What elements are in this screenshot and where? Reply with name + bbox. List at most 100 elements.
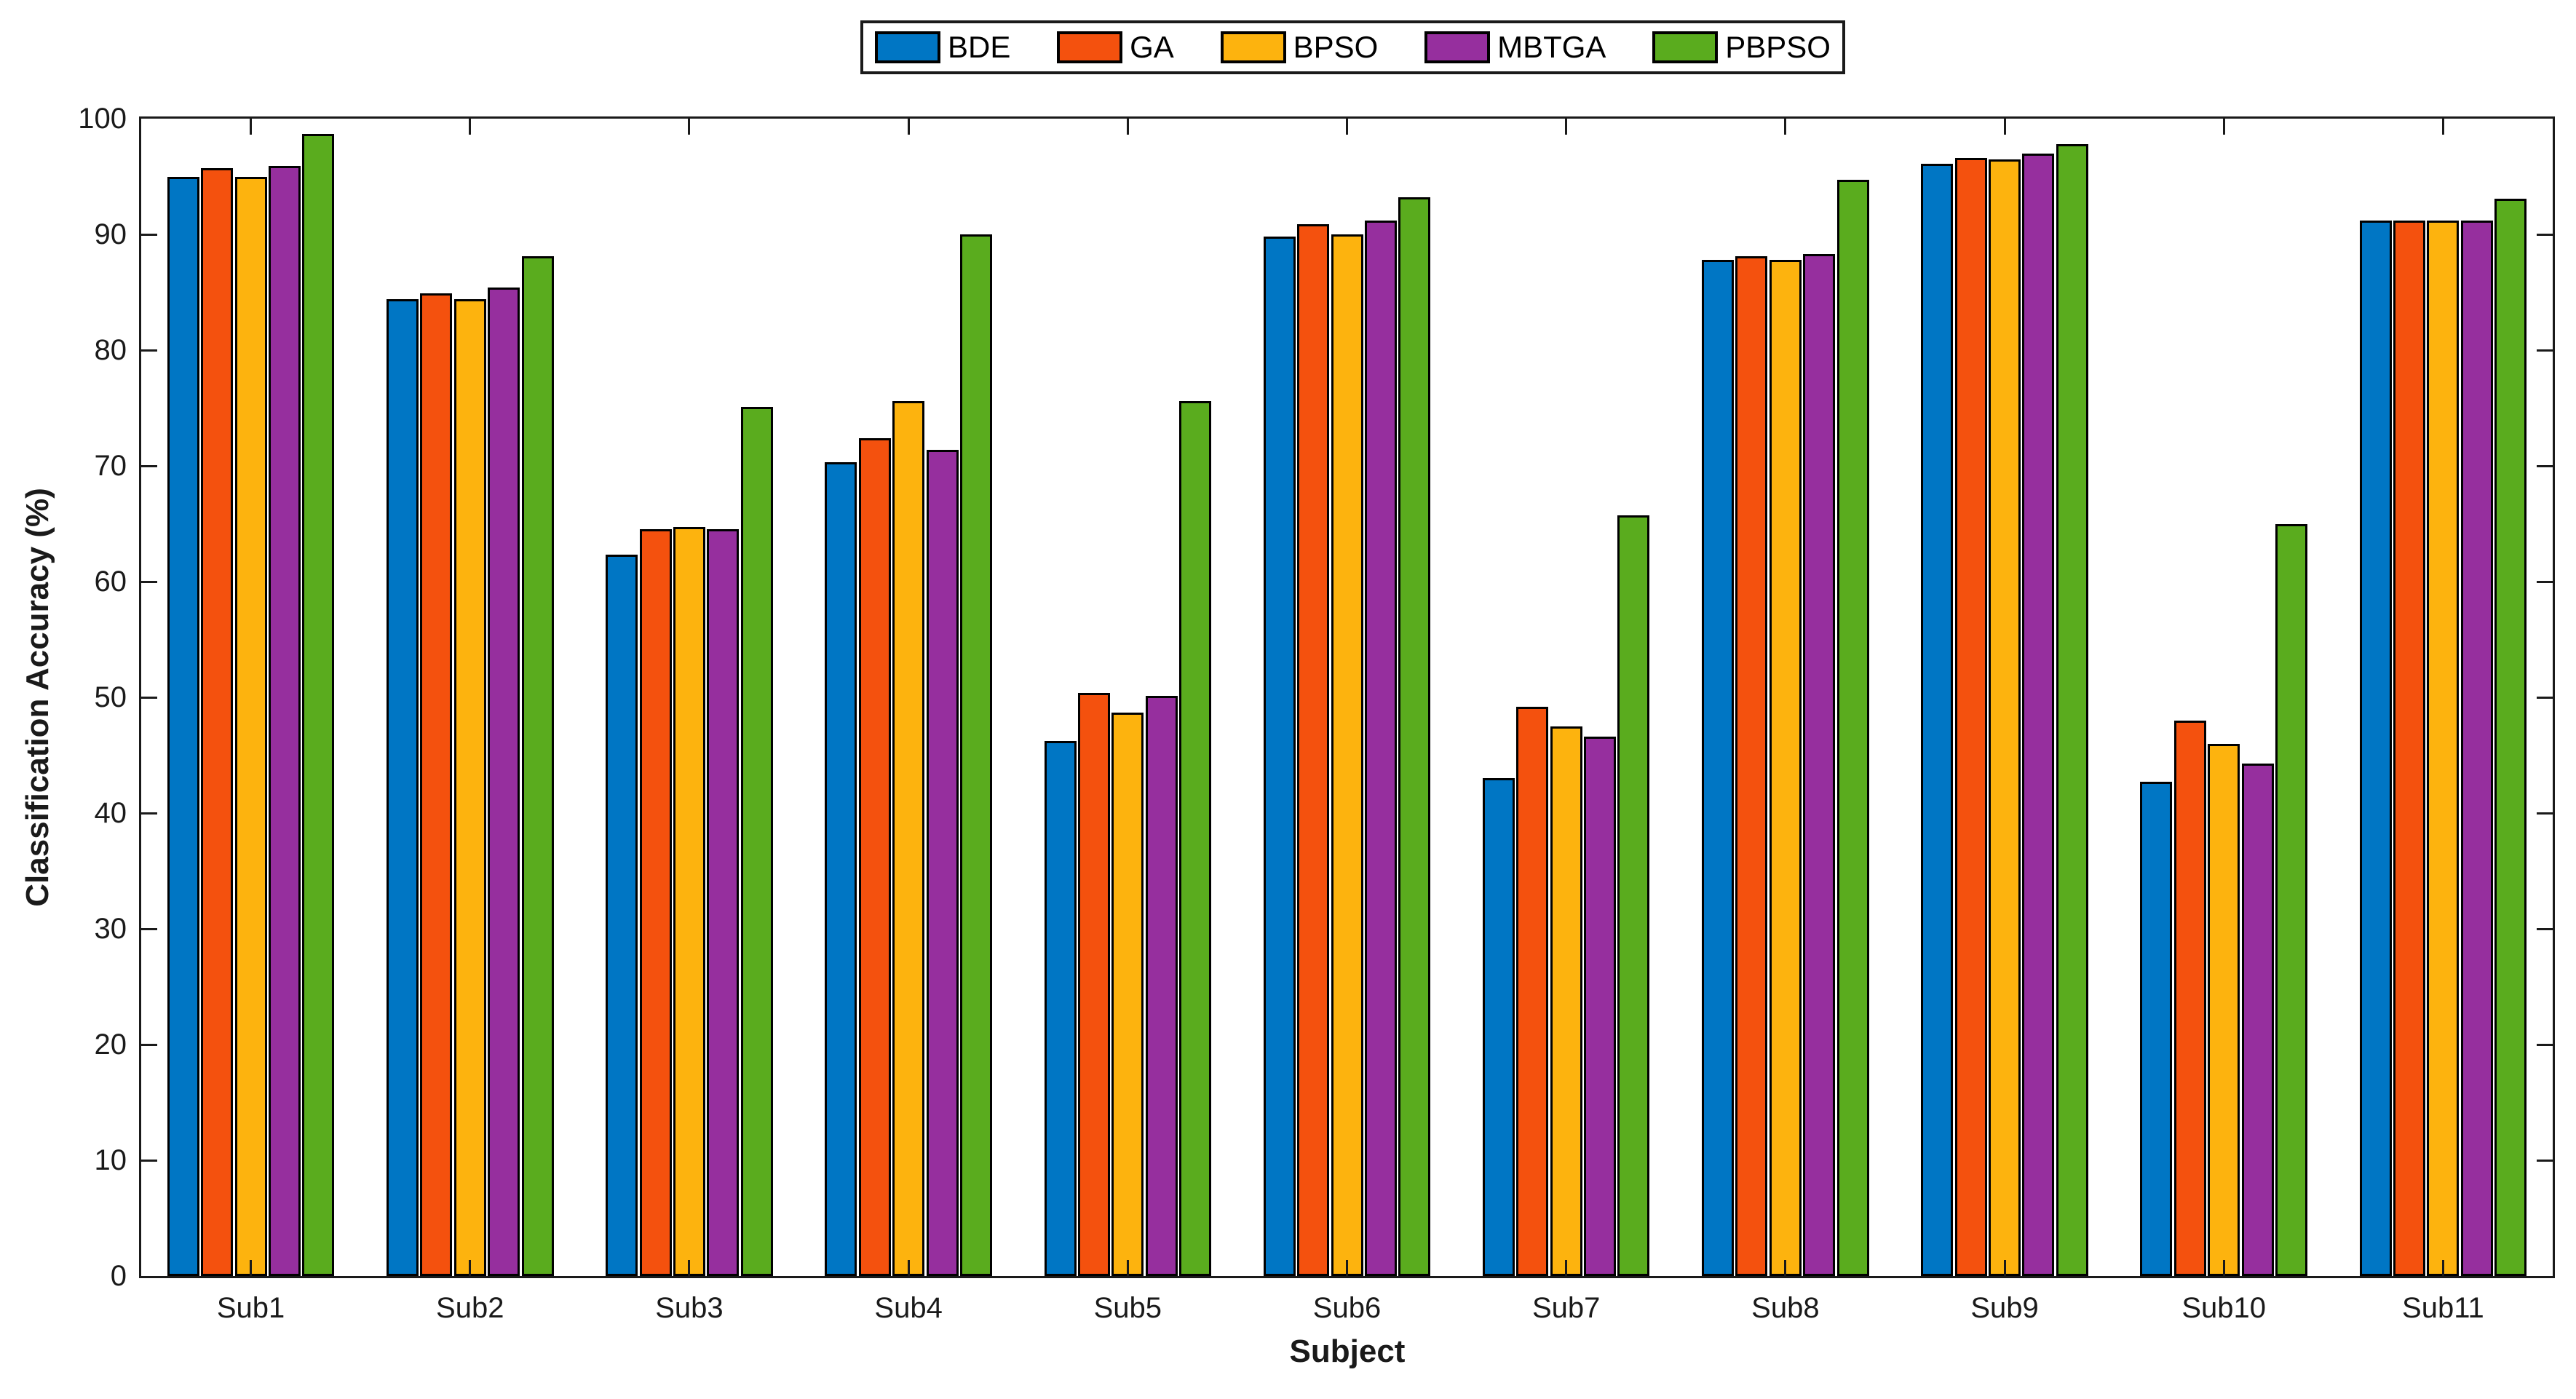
bar-GA-Sub10 <box>2173 720 2206 1276</box>
x-tick-label: Sub8 <box>1751 1292 1820 1324</box>
y-tick-mark <box>141 1159 157 1162</box>
x-tick-mark <box>2222 119 2225 135</box>
x-tick-mark <box>1784 1260 1787 1276</box>
legend-label: MBTGA <box>1497 30 1606 64</box>
legend-swatch-icon <box>1424 31 1491 63</box>
y-tick-mark <box>2537 1043 2553 1046</box>
x-tick-label: Sub10 <box>2181 1292 2267 1324</box>
y-tick-mark <box>141 812 157 815</box>
bar-PBPSO-Sub9 <box>2056 143 2088 1276</box>
bar-GA-Sub6 <box>1297 223 1330 1276</box>
bar-GA-Sub5 <box>1077 692 1110 1276</box>
legend-item-BPSO: BPSO <box>1220 30 1379 64</box>
legend: BDE GA BPSO MBTGA PBPSO <box>860 20 1845 74</box>
x-tick-mark <box>1565 119 1568 135</box>
bar-PBPSO-Sub11 <box>2494 198 2527 1276</box>
bar-BDE-Sub10 <box>2140 782 2173 1276</box>
x-tick-mark <box>688 119 691 135</box>
bar-PBPSO-Sub3 <box>740 406 773 1276</box>
x-tick-mark <box>1565 1260 1568 1276</box>
x-tick-mark <box>250 1260 253 1276</box>
x-tick-label: Sub2 <box>436 1292 504 1324</box>
bar-PBPSO-Sub2 <box>521 256 554 1276</box>
bar-BPSO-Sub9 <box>1989 159 2021 1276</box>
y-tick-label: 90 <box>94 218 127 250</box>
bar-BDE-Sub4 <box>825 462 857 1276</box>
bar-GA-Sub8 <box>1735 256 1768 1276</box>
bar-GA-Sub11 <box>2393 220 2425 1276</box>
bar-GA-Sub3 <box>639 529 672 1276</box>
bar-BDE-Sub2 <box>386 299 419 1276</box>
y-tick-label: 20 <box>94 1029 127 1061</box>
bar-BDE-Sub8 <box>1702 259 1735 1276</box>
y-tick-mark <box>141 696 157 699</box>
x-tick-mark <box>2441 119 2444 135</box>
x-tick-label: Sub3 <box>655 1292 724 1324</box>
legend-label: GA <box>1130 30 1174 64</box>
y-tick-label: 10 <box>94 1144 127 1176</box>
bar-MBTGA-Sub5 <box>1145 696 1178 1276</box>
y-tick-mark <box>2537 464 2553 467</box>
y-tick-mark <box>141 1043 157 1046</box>
y-tick-mark <box>2537 696 2553 699</box>
y-tick-mark <box>2537 1159 2553 1162</box>
legend-swatch-icon <box>1652 31 1719 63</box>
bar-PBPSO-Sub8 <box>1836 180 1869 1276</box>
x-tick-mark <box>1126 1260 1129 1276</box>
x-tick-mark <box>1346 1260 1348 1276</box>
bar-BPSO-Sub1 <box>234 176 267 1276</box>
bar-BPSO-Sub8 <box>1769 259 1802 1276</box>
bar-BPSO-Sub2 <box>453 299 486 1276</box>
y-tick-label: 40 <box>94 797 127 829</box>
legend-swatch-icon <box>1057 31 1123 63</box>
x-tick-mark <box>907 1260 910 1276</box>
bar-BPSO-Sub6 <box>1331 234 1363 1276</box>
legend-swatch-icon <box>875 31 940 63</box>
x-tick-mark <box>2441 1260 2444 1276</box>
bar-PBPSO-Sub10 <box>2275 523 2308 1276</box>
legend-item-PBPSO: PBPSO <box>1652 31 1831 63</box>
x-tick-mark <box>1784 119 1787 135</box>
bar-BPSO-Sub4 <box>892 400 925 1276</box>
bar-BPSO-Sub7 <box>1550 726 1582 1276</box>
x-tick-mark <box>1126 119 1129 135</box>
bar-BDE-Sub5 <box>1044 741 1077 1276</box>
legend-item-BDE: BDE <box>875 31 1010 63</box>
bar-BPSO-Sub11 <box>2427 220 2460 1276</box>
bar-BPSO-Sub3 <box>673 527 705 1276</box>
bar-BDE-Sub11 <box>2359 220 2392 1276</box>
bar-BPSO-Sub5 <box>1111 712 1144 1276</box>
bar-MBTGA-Sub10 <box>2241 763 2274 1276</box>
legend-item-GA: GA <box>1057 31 1174 63</box>
bar-GA-Sub7 <box>1516 706 1549 1276</box>
legend-label: BPSO <box>1293 30 1379 64</box>
bar-MBTGA-Sub4 <box>926 449 959 1276</box>
y-tick-label: 60 <box>94 566 127 598</box>
bar-GA-Sub4 <box>858 437 891 1276</box>
bar-GA-Sub1 <box>201 168 234 1276</box>
bar-MBTGA-Sub11 <box>2460 220 2493 1276</box>
y-tick-mark <box>2537 927 2553 930</box>
x-tick-label: Sub5 <box>1093 1292 1162 1324</box>
x-tick-mark <box>250 119 253 135</box>
x-axis-title: Subject <box>1289 1333 1406 1369</box>
x-tick-label: Sub6 <box>1312 1292 1382 1324</box>
legend-label: BDE <box>948 30 1011 64</box>
y-tick-mark <box>141 580 157 583</box>
bar-BDE-Sub7 <box>1482 778 1515 1276</box>
bar-BDE-Sub3 <box>606 555 638 1276</box>
y-tick-mark <box>141 233 157 236</box>
legend-item-MBTGA: MBTGA <box>1424 31 1606 63</box>
bar-PBPSO-Sub5 <box>1179 400 1212 1276</box>
bar-PBPSO-Sub4 <box>959 234 992 1276</box>
x-tick-mark <box>2222 1260 2225 1276</box>
y-tick-mark <box>141 349 157 352</box>
bar-BDE-Sub6 <box>1263 237 1296 1276</box>
bar-MBTGA-Sub6 <box>1364 220 1397 1276</box>
bar-PBPSO-Sub7 <box>1617 515 1650 1276</box>
legend-label: PBPSO <box>1725 30 1831 64</box>
y-tick-label: 80 <box>94 334 127 366</box>
x-tick-mark <box>2003 119 2006 135</box>
plot-inner <box>141 119 2553 1276</box>
